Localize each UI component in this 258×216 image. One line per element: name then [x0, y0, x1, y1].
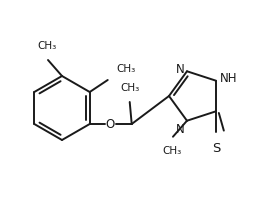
Text: S: S — [212, 142, 220, 155]
Text: NH: NH — [220, 72, 238, 85]
Text: CH₃: CH₃ — [120, 83, 139, 93]
Text: CH₃: CH₃ — [37, 41, 57, 51]
Text: O: O — [105, 118, 114, 130]
Text: N: N — [176, 63, 185, 76]
Text: N: N — [176, 123, 185, 136]
Text: CH₃: CH₃ — [117, 64, 136, 74]
Text: CH₃: CH₃ — [162, 146, 182, 156]
